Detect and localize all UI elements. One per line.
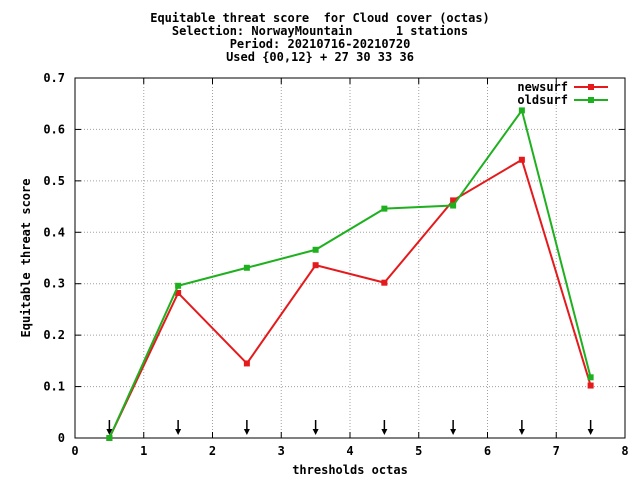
x-tick-label: 6 [484,444,491,458]
legend-label-newsurf: newsurf [517,80,568,94]
y-axis-label: Equitable threat score [19,179,33,338]
newsurf-point [312,262,319,269]
x-tick-label: 1 [140,444,147,458]
oldsurf-point [450,202,457,209]
oldsurf-point [243,264,250,271]
x-tick-label: 7 [553,444,560,458]
oldsurf-point [312,246,319,253]
oldsurf-point [175,282,182,289]
threshold-arrow-head [243,429,250,435]
y-tick-label: 0.5 [43,174,65,188]
threshold-arrow-head [587,429,594,435]
threshold-arrow [587,420,594,435]
axis-ticks: 0 1 2 3 4 5 6 7 8 0 0.1 0.2 0.3 0.4 0.5 0.6 0.7 [43,71,628,458]
newsurf-point [243,360,250,367]
legend-marker-newsurf [588,84,594,90]
x-tick-label: 4 [346,444,353,458]
grid-lines [75,78,625,438]
newsurf-point [587,382,594,389]
threshold-arrow-head [106,429,113,435]
newsurf-point [518,156,525,163]
threshold-arrow-head [312,429,319,435]
threshold-arrow-head [450,429,457,435]
newsurf-point [450,197,457,204]
x-tick-label: 0 [71,444,78,458]
threshold-arrow [450,420,457,435]
threshold-arrow [518,420,525,435]
y-tick-label: 0.7 [43,71,65,85]
legend-label-oldsurf: oldsurf [517,93,568,107]
chart-title-line-3: Period: 20210716-20210720 [229,37,411,51]
y-tick-label: 0.3 [43,277,65,291]
y-tick-label: 0.6 [43,122,65,136]
oldsurf-point [106,435,113,441]
chart-title-line-4: Used {00,12} + 27 30 33 36 [226,50,414,64]
threshold-arrow [381,420,388,435]
oldsurf-line [108,108,592,439]
oldsurf-point [381,205,388,212]
legend-marker-oldsurf [588,97,594,103]
x-axis-label: thresholds octas [292,463,408,477]
threshold-arrow [243,420,250,435]
newsurf-point [175,289,182,296]
newsurf-point [381,279,388,286]
threshold-arrow-head [175,429,182,435]
x-tick-label: 3 [278,444,285,458]
threshold-arrows [106,420,594,435]
x-tick-label: 8 [621,444,628,458]
oldsurf-point [587,374,594,381]
chart-title-line-2: Selection: NorwayMountain 1 stations [171,24,469,38]
oldsurf-point [518,107,525,114]
threshold-arrow [106,420,113,435]
y-tick-label: 0 [58,431,65,445]
x-tick-label: 5 [415,444,422,458]
threshold-arrow [312,420,319,435]
y-tick-label: 0.2 [43,328,65,342]
y-tick-label: 0.4 [43,225,65,239]
y-tick-label: 0.1 [43,380,65,394]
threshold-arrow-head [381,429,388,435]
series-lines [106,107,594,441]
threshold-arrow [175,420,182,435]
x-tick-label: 2 [209,444,216,458]
newsurf-line [108,158,592,439]
chart-title-line-1: Equitable threat score for Cloud cover (… [150,11,490,25]
threshold-arrow-head [518,429,525,435]
